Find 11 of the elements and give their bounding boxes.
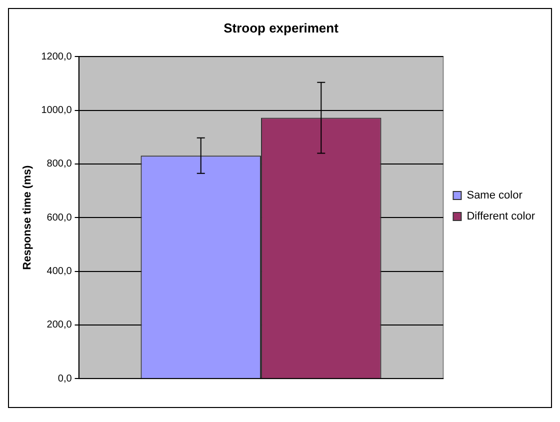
legend-label: Different color	[466, 210, 536, 223]
y-tick-label: 800,0	[46, 158, 72, 170]
legend-label: Same color	[466, 190, 523, 202]
y-tick-label: 1000,0	[41, 105, 72, 116]
y-axis-title: Response time (ms)	[22, 165, 34, 270]
y-tick-label: 1200,0	[41, 51, 72, 62]
y-tick-label: 200,0	[46, 320, 72, 331]
y-tick-label: 400,0	[46, 266, 72, 278]
y-tick-label: 600,0	[46, 212, 72, 224]
y-tick-label: 0,0	[58, 373, 72, 384]
chart-title: Stroop experiment	[224, 20, 340, 36]
